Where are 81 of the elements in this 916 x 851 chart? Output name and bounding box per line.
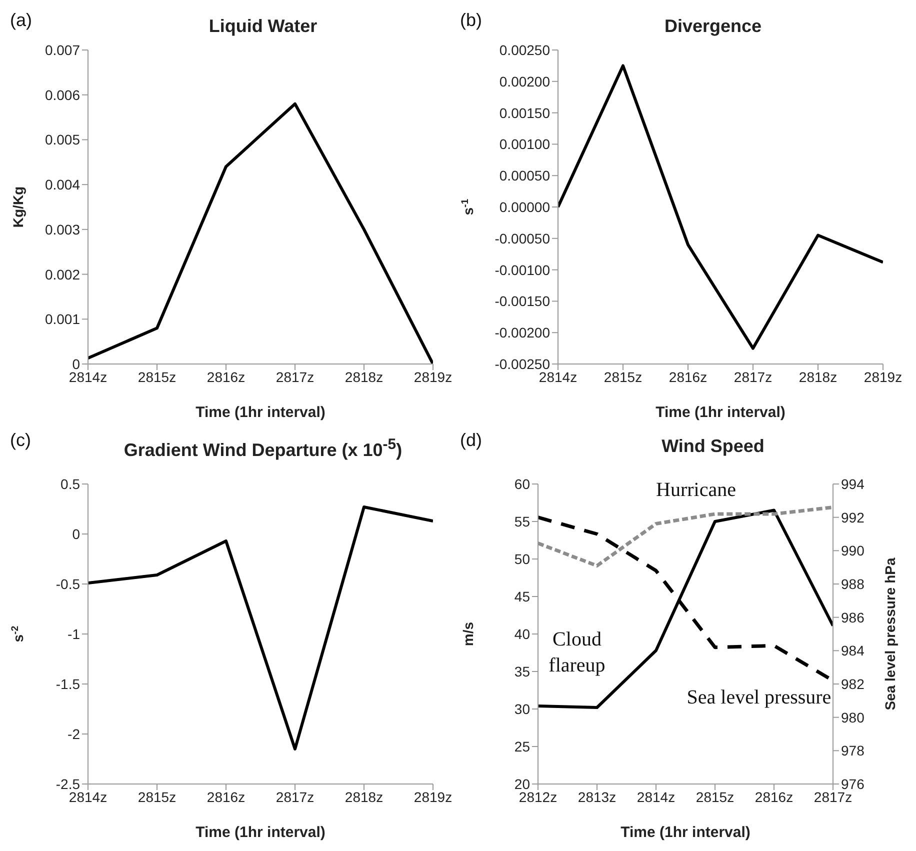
line-series xyxy=(88,506,433,750)
x-tick-label: 2815z xyxy=(138,368,176,385)
x-tick-label: 2813z xyxy=(578,788,616,805)
y-axis-title: Kg/Kg xyxy=(10,186,26,228)
x-axis-title: Time (1hr interval) xyxy=(656,404,786,421)
y-tick-label: 0.007 xyxy=(44,42,80,58)
y2-axis-title: Sea level pressure hPa xyxy=(882,558,898,710)
y-tick-label: 0.00100 xyxy=(499,136,550,152)
x-axis-title: Time (1hr interval) xyxy=(196,404,326,421)
x-tick-label: 2817z xyxy=(734,368,772,385)
line-series xyxy=(538,508,833,709)
x-tick-label: 2818z xyxy=(344,368,384,385)
x-tick-label: 2819z xyxy=(414,368,452,385)
y2-tick-label: 988 xyxy=(841,576,865,592)
y-tick-label: -0.5 xyxy=(56,576,80,592)
x-tick-label: 2816z xyxy=(206,788,246,805)
y-tick-label: 30 xyxy=(514,700,530,717)
text: (a) xyxy=(10,10,32,31)
series-label: Sea level pressure xyxy=(686,686,832,709)
y-tick-label: 0.00200 xyxy=(499,73,550,90)
y-tick-label: 0.00000 xyxy=(499,198,550,215)
chart-title: Wind Speed xyxy=(662,436,764,456)
y-tick-label: -0.00200 xyxy=(494,324,550,341)
y-tick-label: -0.00050 xyxy=(494,230,550,246)
text: (d) xyxy=(460,430,482,451)
y-tick-label: 0 xyxy=(72,526,80,542)
y2-tick-label: 980 xyxy=(841,709,865,726)
x-tick-label: 2816z xyxy=(754,788,794,805)
chart-title: Gradient Wind Departure (x 10$^{-5}$) xyxy=(124,436,402,460)
y-tick-label: 0.00250 xyxy=(499,42,550,58)
line-series xyxy=(558,64,883,350)
y2-tick-label: 978 xyxy=(841,742,865,759)
y2-tick-label: 984 xyxy=(841,642,865,659)
series-label: Hurricane xyxy=(656,478,736,501)
x-tick-label: 2819z xyxy=(864,368,902,385)
x-tick-label: 2817z xyxy=(276,788,314,805)
x-axis-title: Time (1hr interval) xyxy=(620,824,750,841)
y2-tick-label: 986 xyxy=(841,609,865,626)
y-tick-label: 55 xyxy=(514,513,530,530)
x-tick-label: 2816z xyxy=(668,368,708,385)
x-tick-label: 2815z xyxy=(138,788,176,805)
y2-tick-label: 994 xyxy=(841,476,865,492)
y-tick-label: 0.00050 xyxy=(499,168,550,184)
x-tick-label: 2818z xyxy=(798,368,838,385)
y2-tick-label: 990 xyxy=(841,542,865,559)
x-axis-title: Time (1hr interval) xyxy=(196,824,326,841)
x-tick-label: 2816z xyxy=(206,368,246,385)
chart-title: Liquid Water xyxy=(208,16,318,36)
y-tick-label: 40 xyxy=(514,626,530,642)
y-tick-label: 0.004 xyxy=(44,176,80,193)
x-tick-label: 2818z xyxy=(344,788,384,805)
x-tick-label: 2814z xyxy=(636,788,676,805)
series-label: Cloud flareup xyxy=(548,628,606,676)
y-tick-label: 50 xyxy=(514,550,530,567)
x-tick-label: 2817z xyxy=(276,368,314,385)
y-axis-title: m/s xyxy=(460,622,476,646)
y2-tick-label: 992 xyxy=(841,509,865,526)
line-series xyxy=(538,506,833,568)
y-tick-label: 0.002 xyxy=(44,266,80,282)
x-tick-label: 2819z xyxy=(414,788,452,805)
y-tick-label: 0.003 xyxy=(44,221,80,238)
y-tick-label: 35 xyxy=(514,663,530,680)
y-tick-label: -2 xyxy=(68,726,80,742)
x-tick-label: 2815z xyxy=(696,788,734,805)
y-tick-label: 45 xyxy=(514,588,530,604)
y-tick-label: -0.00100 xyxy=(494,262,550,278)
y-tick-label: 60 xyxy=(514,476,530,492)
x-tick-label: 2815z xyxy=(604,368,642,385)
y2-tick-label: 982 xyxy=(841,676,865,692)
y-tick-label: 0.005 xyxy=(44,132,80,148)
y-tick-label: -1.5 xyxy=(56,676,80,692)
y-tick-label: 0.00150 xyxy=(499,104,550,121)
text: (b) xyxy=(460,10,482,31)
y-tick-label: 0.5 xyxy=(60,476,80,492)
y-tick-label: 0.006 xyxy=(44,86,80,103)
y-tick-label: -1 xyxy=(68,626,80,642)
chart-title: Divergence xyxy=(664,16,762,36)
y-tick-label: 25 xyxy=(514,738,530,754)
y-tick-label: 0.001 xyxy=(44,311,80,328)
text: (c) xyxy=(10,430,31,451)
y-tick-label: -0.00150 xyxy=(494,293,550,310)
